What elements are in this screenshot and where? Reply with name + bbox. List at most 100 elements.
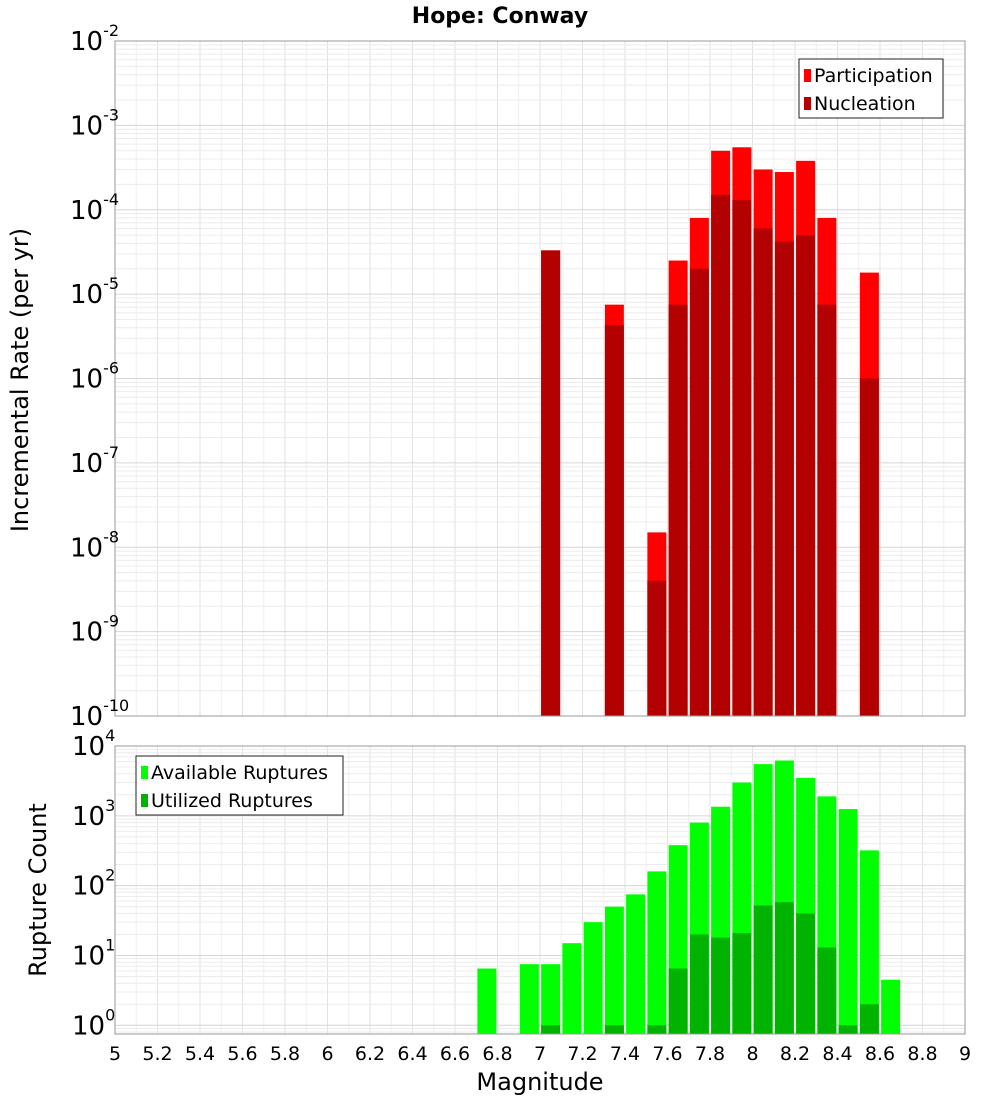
y-tick-exponent: -5 <box>103 274 119 293</box>
bar <box>519 964 539 1034</box>
y-tick-exponent: 1 <box>105 935 115 954</box>
count-legend: Available Ruptures Utilized Ruptures <box>135 755 344 816</box>
bar <box>859 850 879 1034</box>
bar <box>753 905 773 1034</box>
bar <box>838 809 858 1034</box>
y-tick-label: 10-4 <box>70 190 119 226</box>
y-tick-label: 10-5 <box>70 274 119 310</box>
bar <box>689 268 709 716</box>
y-tick-label: 103 <box>72 796 115 832</box>
y-tick-exponent: -9 <box>103 612 119 631</box>
y-tick-base: 10 <box>70 449 103 479</box>
bar <box>881 979 901 1034</box>
chart-title: Hope: Conway <box>412 4 588 29</box>
legend-swatch <box>804 97 811 110</box>
x-tick-label: 7.8 <box>695 1043 725 1065</box>
y-tick-exponent: 3 <box>105 796 115 815</box>
bar <box>647 1025 667 1034</box>
x-tick-label: 5.8 <box>270 1043 300 1065</box>
legend-label: Utilized Ruptures <box>151 790 313 812</box>
x-tick-label: 5.6 <box>227 1043 257 1065</box>
y-tick-base: 10 <box>70 618 103 648</box>
y-tick-base: 10 <box>70 533 103 563</box>
x-tick-label: 8.8 <box>907 1043 937 1065</box>
bar <box>562 943 582 1034</box>
y-tick-base: 10 <box>72 941 105 971</box>
x-tick-label: 8.2 <box>780 1043 810 1065</box>
y-tick-label: 104 <box>72 726 115 762</box>
y-tick-base: 10 <box>72 1011 105 1041</box>
y-tick-base: 10 <box>72 872 105 902</box>
y-tick-label: 10-7 <box>70 443 119 479</box>
rate-y-axis-label: Incremental Rate (per yr) <box>6 228 34 532</box>
legend-box <box>798 58 944 119</box>
y-tick-exponent: 0 <box>105 1005 115 1024</box>
x-tick-label: 6 <box>321 1043 333 1065</box>
y-tick-label: 10-9 <box>70 612 119 648</box>
y-tick-exponent: -3 <box>103 105 119 124</box>
y-tick-label: 10-6 <box>70 359 119 395</box>
x-tick-label: 5.4 <box>185 1043 215 1065</box>
x-tick-label: 8 <box>746 1043 758 1065</box>
count-plot-frame <box>114 745 966 1035</box>
bar <box>838 1025 858 1034</box>
y-tick-base: 10 <box>70 27 103 57</box>
y-tick-label: 100 <box>72 1005 115 1041</box>
legend-box <box>135 755 344 816</box>
x-tick-label: 7.6 <box>652 1043 682 1065</box>
y-tick-base: 10 <box>70 702 103 732</box>
y-tick-base: 10 <box>70 280 103 310</box>
legend-label: Participation <box>814 65 933 87</box>
y-tick-exponent: -6 <box>103 359 119 378</box>
bar <box>753 228 773 716</box>
bar <box>541 250 561 717</box>
bar <box>626 894 646 1034</box>
legend-swatch <box>804 69 811 82</box>
x-tick-label: 7.4 <box>610 1043 640 1065</box>
bar <box>711 194 731 716</box>
rate-bars <box>541 147 879 717</box>
y-tick-exponent: -2 <box>103 21 119 40</box>
bar <box>604 325 624 716</box>
y-tick-base: 10 <box>72 802 105 832</box>
y-tick-label: 102 <box>72 866 115 902</box>
x-tick-label: 6.4 <box>397 1043 427 1065</box>
bar <box>817 304 837 716</box>
bar <box>689 934 709 1034</box>
bar <box>477 968 497 1034</box>
bar <box>711 937 731 1034</box>
legend-label: Nucleation <box>814 93 916 115</box>
y-tick-label: 10-10 <box>70 696 129 732</box>
y-tick-exponent: -10 <box>103 696 129 715</box>
x-tick-label: 7 <box>534 1043 546 1065</box>
y-tick-label: 10-3 <box>70 105 119 141</box>
legend-swatch <box>141 794 148 807</box>
x-tick-label: 5.2 <box>142 1043 172 1065</box>
x-tick-label: 5 <box>109 1043 121 1065</box>
bar <box>774 241 794 717</box>
x-tick-label: 9 <box>959 1043 971 1065</box>
bar <box>668 968 688 1034</box>
bar <box>668 304 688 716</box>
y-tick-label: 10-8 <box>70 527 119 563</box>
y-tick-exponent: 2 <box>105 866 115 885</box>
x-tick-label: 6.2 <box>355 1043 385 1065</box>
rate-grid <box>114 40 966 717</box>
bar <box>732 932 752 1034</box>
y-tick-base: 10 <box>70 111 103 141</box>
legend-label: Available Ruptures <box>151 762 328 784</box>
y-tick-label: 10-2 <box>70 21 119 57</box>
y-tick-base: 10 <box>72 732 105 762</box>
bar <box>604 906 624 1034</box>
y-tick-exponent: -4 <box>103 190 119 209</box>
y-tick-base: 10 <box>70 196 103 226</box>
bar <box>774 902 794 1034</box>
bar <box>796 235 816 716</box>
count-bars <box>477 760 901 1034</box>
count-x-ticks: 5 5.2 5.4 5.6 5.8 6 6.2 6.4 6.6 6.8 7 7.2 7.4 7.6 7.8 8… <box>109 1043 971 1065</box>
bar <box>583 922 603 1034</box>
